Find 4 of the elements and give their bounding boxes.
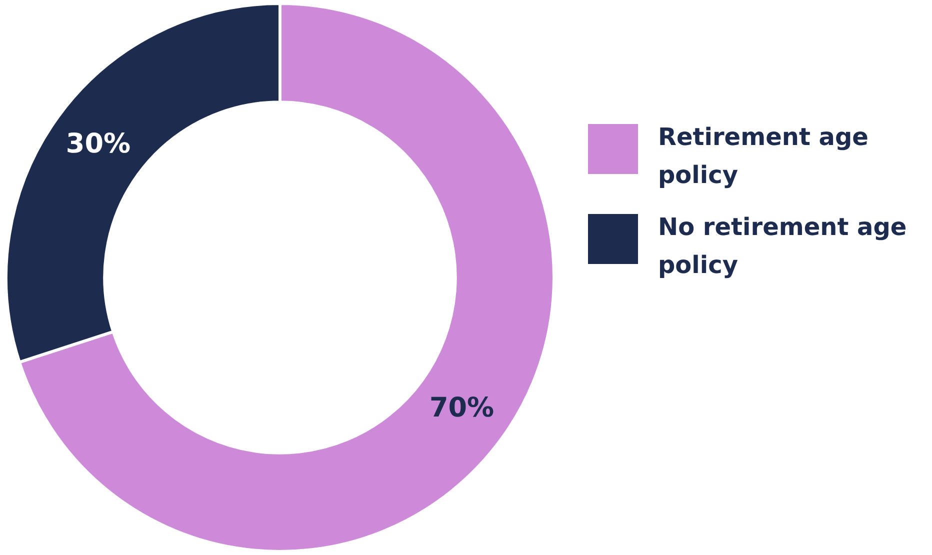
legend-label: Retirement age policy	[658, 122, 870, 191]
legend-label: No retirement age policy	[658, 212, 908, 281]
data-label: 70%	[429, 392, 494, 424]
data-label: 30%	[66, 128, 131, 160]
